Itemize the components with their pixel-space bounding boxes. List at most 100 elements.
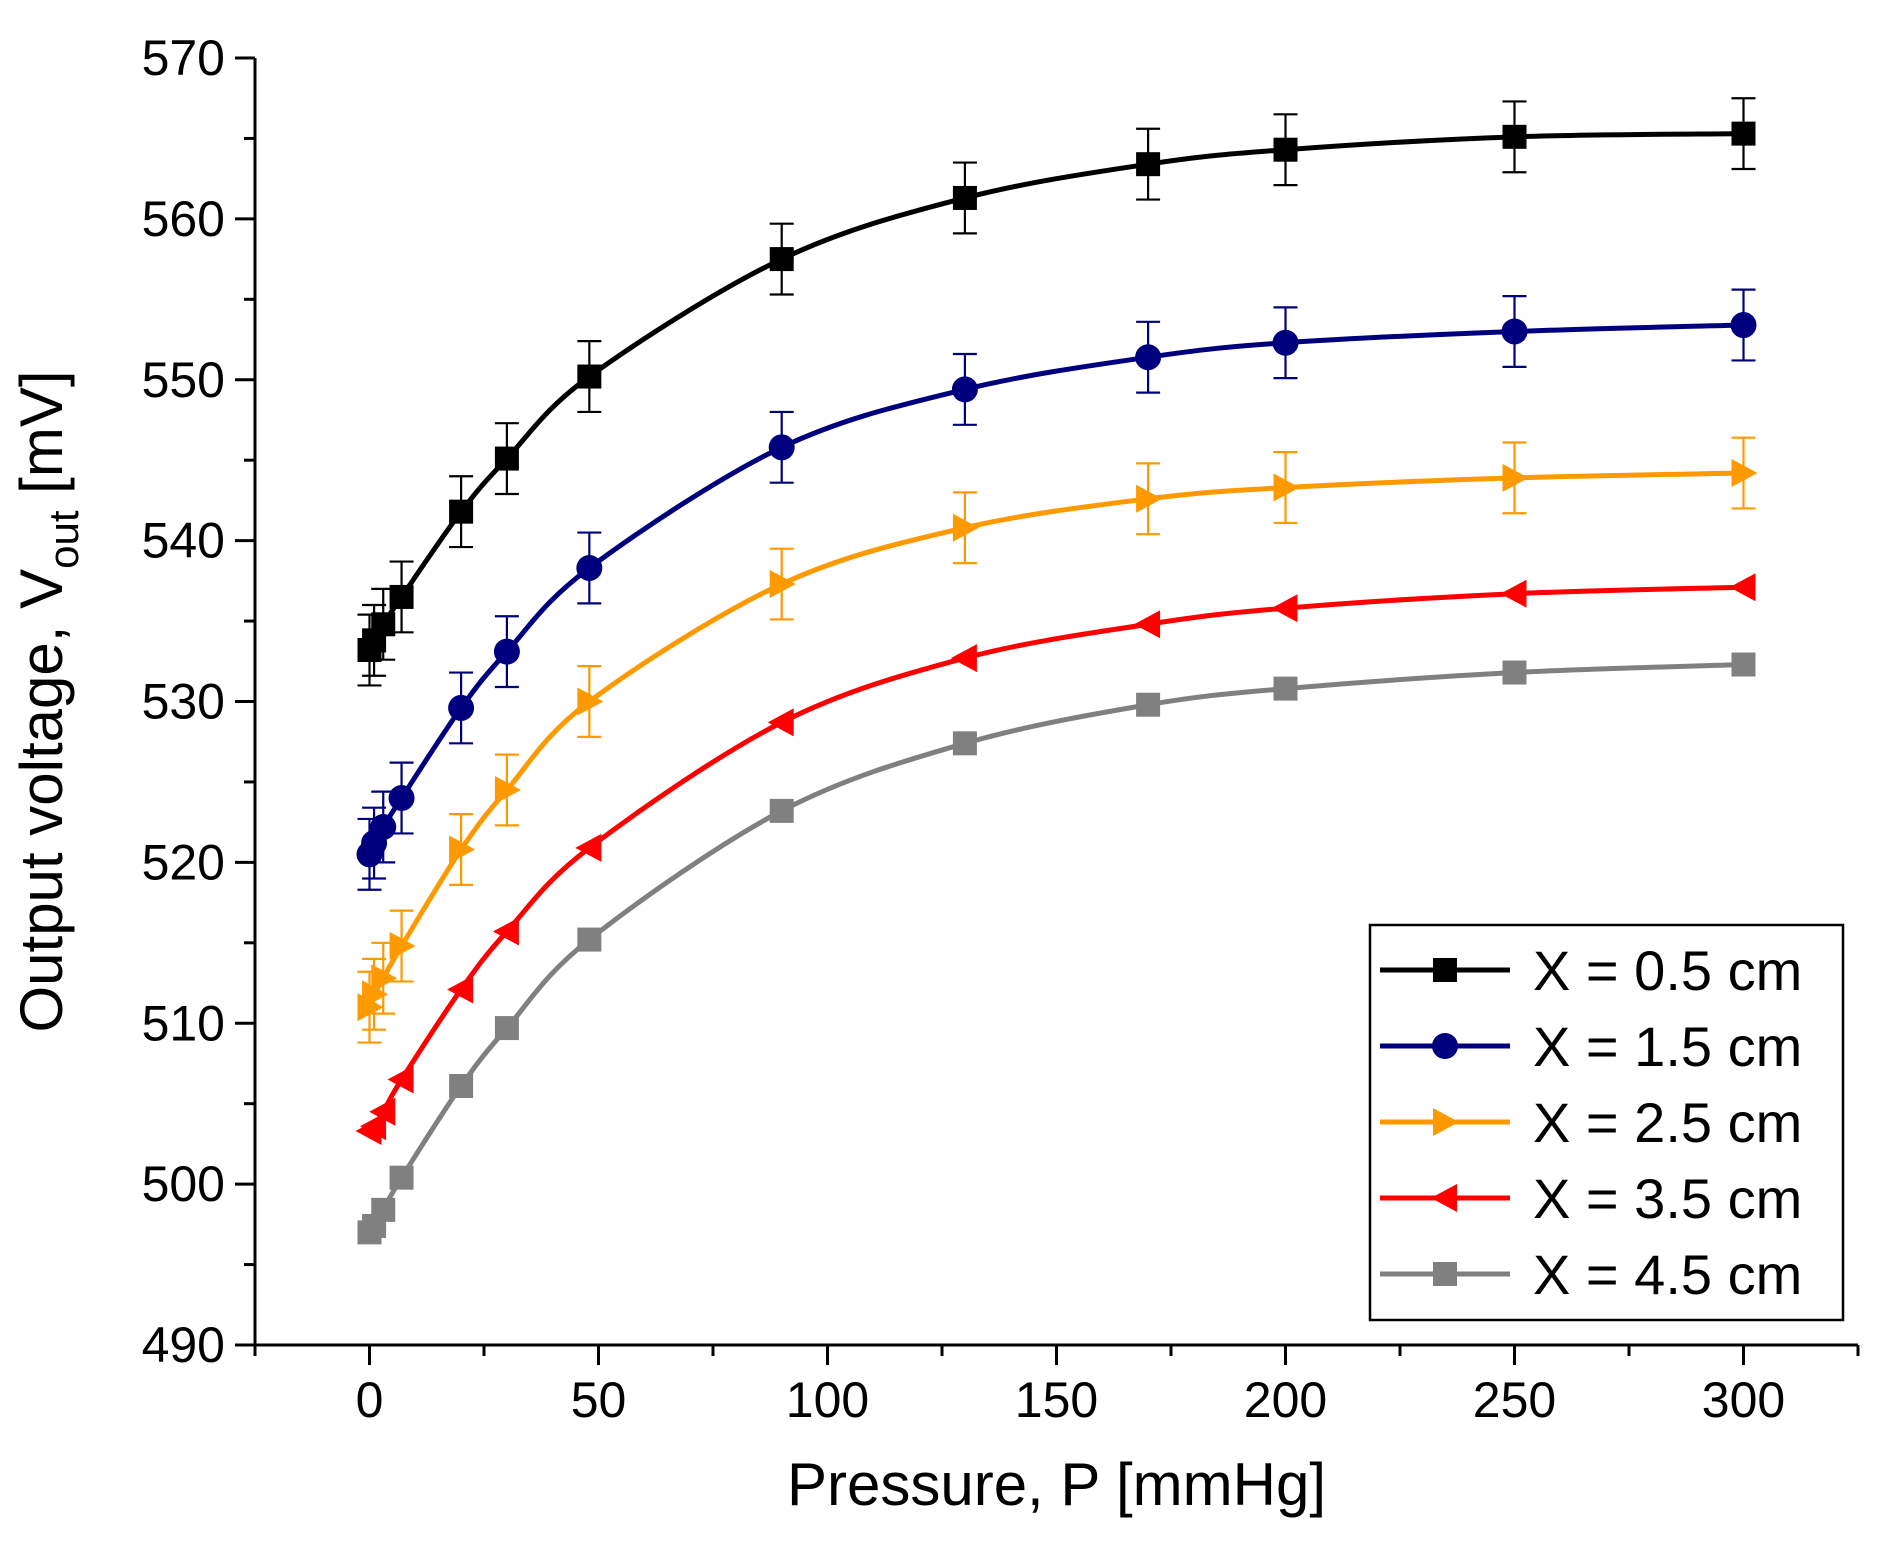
data-point	[1273, 137, 1298, 162]
legend-marker	[1433, 1262, 1457, 1286]
data-point	[494, 775, 521, 804]
data-point	[371, 964, 398, 993]
data-point	[1729, 573, 1756, 602]
y-axis-label-main: Output voltage, V	[8, 569, 75, 1033]
y-tick-label: 550	[142, 352, 225, 408]
y-tick-label: 510	[142, 995, 225, 1051]
legend-marker	[1431, 1184, 1457, 1212]
series-line	[367, 322, 1744, 856]
x-tick-label: 100	[786, 1372, 869, 1428]
data-point	[1134, 610, 1161, 639]
data-point	[449, 499, 474, 524]
data-point	[769, 798, 794, 823]
x-tick-label: 200	[1244, 1372, 1327, 1428]
data-point	[371, 1197, 396, 1222]
data-point	[1730, 312, 1757, 339]
y-tick-label: 490	[142, 1317, 225, 1373]
series-1	[357, 97, 1756, 687]
x-tick-label: 250	[1473, 1372, 1556, 1428]
data-point	[576, 554, 603, 581]
data-point	[1136, 152, 1161, 177]
series-line	[367, 131, 1744, 652]
data-point	[769, 247, 794, 272]
data-point	[1272, 329, 1299, 356]
data-point	[577, 687, 604, 716]
data-point	[1502, 124, 1527, 149]
data-point	[387, 1065, 414, 1094]
x-tick-label: 0	[356, 1372, 384, 1428]
data-point	[371, 612, 396, 637]
data-point	[449, 1073, 474, 1098]
data-point	[951, 376, 978, 403]
data-point	[388, 785, 415, 812]
legend-label: X = 2.5 cm	[1533, 1091, 1802, 1154]
data-point	[1731, 652, 1756, 677]
legend-item: X = 3.5 cm	[1380, 1167, 1802, 1230]
x-axis-label: Pressure, P [mmHg]	[787, 1451, 1326, 1518]
legend-marker	[1433, 958, 1457, 982]
data-point	[1502, 463, 1529, 492]
data-point	[360, 1112, 387, 1141]
data-point	[494, 1016, 519, 1041]
data-point	[389, 1165, 414, 1190]
data-point	[1271, 594, 1298, 623]
data-point	[493, 638, 520, 665]
y-tick-label: 540	[142, 513, 225, 569]
y-tick-label: 520	[142, 834, 225, 890]
error-bars	[357, 288, 1756, 891]
data-point	[768, 434, 795, 461]
data-point	[952, 731, 977, 756]
data-point	[1731, 459, 1758, 488]
y-tick-label: 530	[142, 674, 225, 730]
data-point	[389, 584, 414, 609]
y-tick-label: 500	[142, 1156, 225, 1212]
data-point	[1501, 318, 1528, 345]
data-point	[1136, 484, 1163, 513]
data-point	[362, 980, 389, 1009]
data-point	[577, 364, 602, 389]
data-point	[492, 917, 519, 946]
data-point	[369, 1097, 396, 1126]
data-point	[1731, 121, 1756, 146]
data-point	[447, 975, 474, 1004]
data-point	[767, 708, 794, 737]
data-point	[1273, 676, 1298, 701]
y-axis-label: Output voltage, Vout [mV]	[8, 370, 87, 1032]
data-point	[952, 513, 979, 542]
data-point	[1273, 473, 1300, 502]
legend-item: X = 0.5 cm	[1380, 939, 1802, 1002]
legend-item: X = 4.5 cm	[1380, 1243, 1802, 1306]
series-2	[356, 288, 1757, 891]
legend-marker	[1433, 1108, 1459, 1136]
legend-item: X = 1.5 cm	[1380, 1015, 1802, 1078]
series-5	[357, 652, 1756, 1245]
data-point	[448, 694, 475, 721]
y-tick-label: 570	[142, 30, 225, 86]
x-tick-label: 300	[1702, 1372, 1785, 1428]
data-point	[1135, 344, 1162, 371]
series-3	[357, 436, 1758, 1044]
data-point	[769, 570, 796, 599]
legend-label: X = 4.5 cm	[1533, 1243, 1802, 1306]
y-tick-label: 560	[142, 191, 225, 247]
data-point	[1502, 660, 1527, 685]
data-point	[389, 932, 416, 961]
data-point	[494, 446, 519, 471]
data-point	[575, 833, 602, 862]
legend-label: X = 1.5 cm	[1533, 1015, 1802, 1078]
y-axis-label-subscript: out	[40, 510, 87, 569]
data-point	[370, 813, 397, 840]
x-tick-label: 150	[1015, 1372, 1098, 1428]
series-4	[355, 573, 1756, 1146]
data-point	[1500, 579, 1527, 608]
legend-label: X = 0.5 cm	[1533, 939, 1802, 1002]
legend-label: X = 3.5 cm	[1533, 1167, 1802, 1230]
data-point	[577, 927, 602, 952]
y-axis-label-unit: [mV]	[8, 370, 75, 510]
data-point	[449, 835, 476, 864]
data-point	[950, 644, 977, 673]
legend-item: X = 2.5 cm	[1380, 1091, 1802, 1154]
x-tick-label: 50	[571, 1372, 627, 1428]
